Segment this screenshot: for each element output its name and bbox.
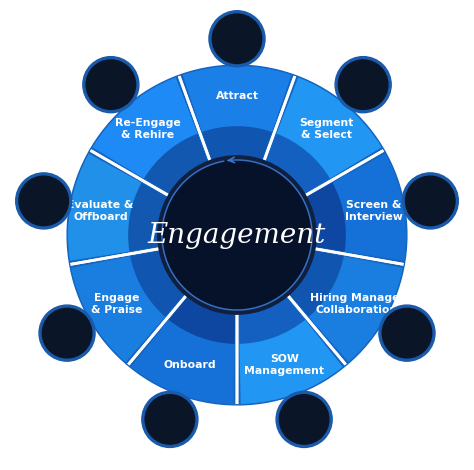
Circle shape [212,14,262,63]
Circle shape [39,305,95,361]
Wedge shape [285,249,403,362]
Wedge shape [263,78,382,197]
Circle shape [406,176,455,226]
Wedge shape [169,291,236,344]
Text: Engage
& Praise: Engage & Praise [91,293,143,315]
Circle shape [16,173,72,229]
Text: Engagement: Engagement [148,221,326,249]
Circle shape [379,305,435,361]
Circle shape [145,395,195,444]
Circle shape [42,308,92,358]
Wedge shape [182,66,292,166]
Circle shape [338,60,388,110]
Circle shape [158,156,316,314]
Circle shape [67,65,407,405]
Wedge shape [131,291,236,404]
Text: Re-Engage
& Rehire: Re-Engage & Rehire [115,118,181,140]
Wedge shape [263,133,330,197]
Circle shape [209,11,265,67]
Circle shape [402,173,458,229]
Circle shape [162,160,312,310]
Circle shape [279,395,329,444]
Wedge shape [285,249,344,317]
Wedge shape [128,183,173,251]
Wedge shape [144,133,211,197]
Text: SOW
Management: SOW Management [245,354,324,376]
Circle shape [86,60,136,110]
Wedge shape [202,126,272,166]
Circle shape [19,176,68,226]
Wedge shape [130,249,189,317]
Text: Attract: Attract [216,92,258,102]
Wedge shape [238,291,343,404]
Wedge shape [92,78,211,197]
Text: Segment
& Select: Segment & Select [299,118,353,140]
Wedge shape [301,183,346,251]
Text: Screen &
Interview: Screen & Interview [345,200,402,222]
Text: Evaluate &
Offboard: Evaluate & Offboard [67,200,134,222]
Circle shape [142,392,198,447]
Circle shape [83,56,139,113]
Wedge shape [301,154,406,261]
Circle shape [335,56,391,113]
Wedge shape [71,249,189,362]
Wedge shape [68,154,173,261]
Wedge shape [238,291,305,344]
Text: Onboard: Onboard [164,360,216,370]
Circle shape [276,392,332,447]
Circle shape [382,308,432,358]
Text: Hiring Manager
Collaboration: Hiring Manager Collaboration [310,293,404,315]
